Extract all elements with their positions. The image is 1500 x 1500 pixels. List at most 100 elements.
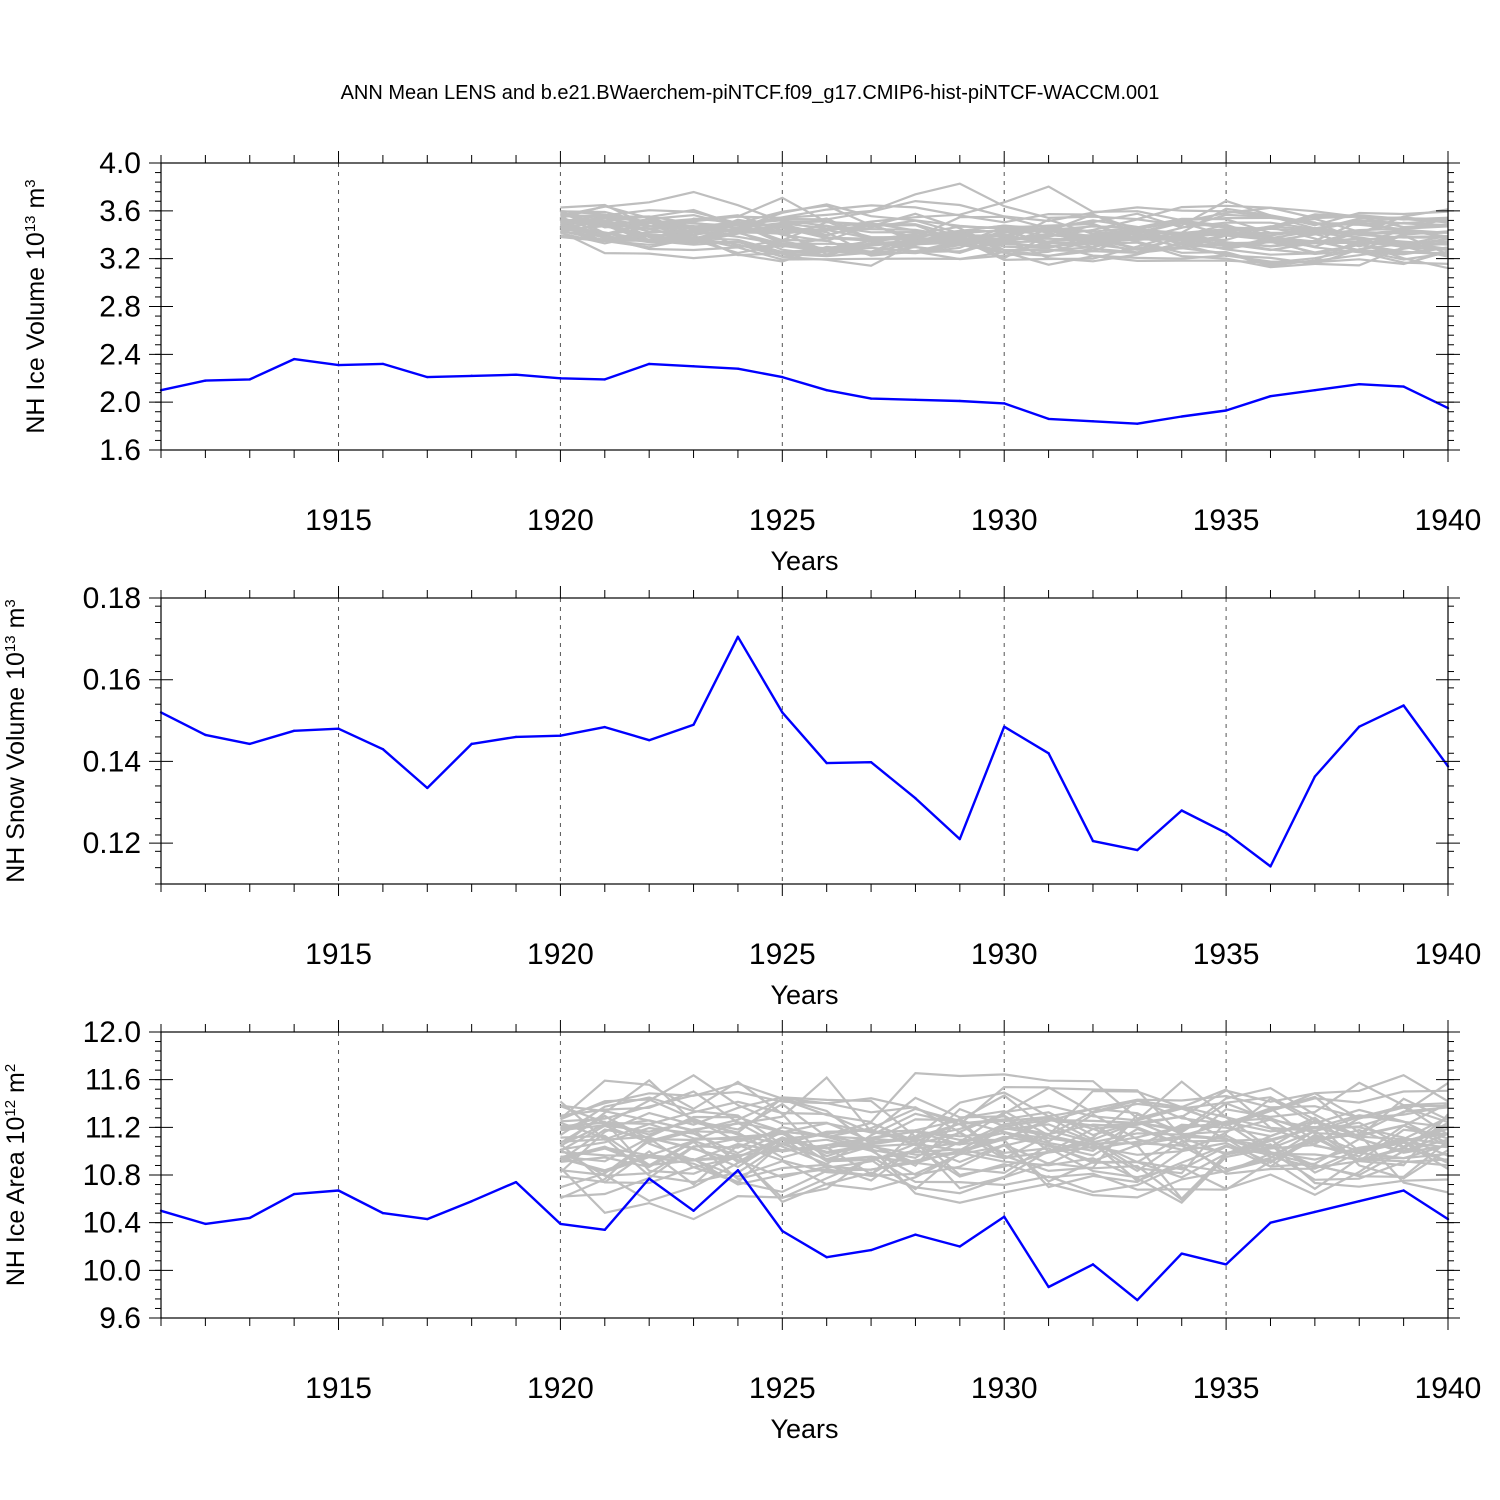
ensemble-member-line bbox=[560, 1073, 1448, 1160]
series-point bbox=[1313, 1210, 1317, 1214]
x-tick-label: 1925 bbox=[749, 938, 816, 971]
series-point bbox=[692, 723, 695, 726]
series-point bbox=[1180, 1252, 1183, 1255]
y-axis-label-superscript: 3 bbox=[22, 179, 39, 187]
series-point bbox=[1003, 1215, 1006, 1218]
series-point bbox=[337, 727, 340, 730]
ensemble-member-line bbox=[560, 1081, 1448, 1179]
series-point bbox=[781, 1229, 784, 1233]
series-point bbox=[1180, 809, 1183, 812]
y-tick-label: 2.8 bbox=[99, 291, 141, 324]
x-tick-label: 1915 bbox=[305, 1372, 372, 1405]
figure-title: ANN Mean LENS and b.e21.BWaerchem-piNTCF… bbox=[341, 82, 1160, 104]
series-point bbox=[736, 367, 740, 370]
series-point bbox=[381, 747, 385, 751]
series-point bbox=[1269, 1221, 1272, 1224]
ensemble-member-line bbox=[560, 215, 1448, 252]
ensemble-member-line bbox=[560, 1113, 1448, 1191]
ensemble-member-line bbox=[559, 1089, 1448, 1146]
ensemble-member-line bbox=[560, 216, 1448, 253]
ensemble-member-line bbox=[560, 224, 1448, 270]
y-axis-label-superscript: 12 bbox=[2, 1100, 19, 1117]
ensemble-member-line bbox=[559, 1152, 1448, 1221]
y-tick-label: 0.14 bbox=[83, 745, 141, 778]
series-point bbox=[869, 761, 873, 764]
y-axis-label-part: NH Ice Volume 10 bbox=[22, 232, 50, 434]
series-point bbox=[1047, 1285, 1050, 1289]
y-tick-label: 9.6 bbox=[99, 1302, 141, 1335]
ensemble-member-line bbox=[560, 1090, 1448, 1177]
plot-frame bbox=[160, 597, 1449, 885]
y-tick-label: 11.2 bbox=[85, 1111, 141, 1144]
series-point bbox=[1358, 383, 1361, 386]
series-point bbox=[426, 375, 429, 379]
series-point bbox=[514, 1180, 518, 1184]
ensemble-member-line bbox=[560, 1135, 1448, 1194]
series-point bbox=[958, 837, 962, 841]
series-point bbox=[470, 374, 473, 378]
series-point bbox=[1358, 725, 1361, 728]
series-point bbox=[603, 1228, 606, 1232]
series-line bbox=[160, 357, 1449, 425]
series-point bbox=[1136, 848, 1139, 852]
series-point bbox=[1358, 1200, 1361, 1203]
series-point bbox=[1269, 394, 1272, 398]
y-axis-label-part: m bbox=[2, 608, 30, 636]
y-tick-label: 0.18 bbox=[83, 582, 141, 615]
series-point bbox=[958, 1245, 962, 1248]
x-tick-label: 1930 bbox=[971, 938, 1038, 971]
ensemble-group bbox=[559, 182, 1448, 270]
series-point bbox=[248, 1216, 251, 1220]
x-tick-label: 1935 bbox=[1193, 504, 1260, 537]
x-tick-label: 1935 bbox=[1193, 1372, 1260, 1405]
series-point bbox=[248, 378, 251, 381]
y-axis-label-part: NH Ice Area 10 bbox=[2, 1117, 30, 1287]
series-point bbox=[204, 733, 207, 737]
series-point bbox=[914, 797, 917, 800]
ensemble-member-line bbox=[559, 1114, 1448, 1204]
y-tick-label: 3.2 bbox=[99, 243, 141, 276]
x-tick-label: 1940 bbox=[1415, 504, 1482, 537]
y-axis-label-part: NH Snow Volume 10 bbox=[2, 652, 30, 883]
x-tick-label: 1925 bbox=[749, 1372, 816, 1405]
series-point bbox=[1224, 1263, 1228, 1266]
series-point bbox=[1180, 415, 1183, 418]
snow-volume-panel: 0.12 0.14 0.16 0.18 1915 1920 1925 1930 1935 1940… bbox=[2, 582, 1481, 1010]
series-point bbox=[337, 363, 340, 367]
series-point bbox=[248, 742, 251, 746]
series-point bbox=[1313, 775, 1317, 778]
series-point bbox=[781, 375, 784, 379]
series-point bbox=[292, 729, 296, 732]
x-tick-label: 1940 bbox=[1415, 1372, 1482, 1405]
x-axis-label: Years bbox=[770, 980, 838, 1010]
series-point bbox=[736, 635, 740, 639]
series-point bbox=[914, 1233, 917, 1236]
ice-area-panel: 9.6 10.0 10.4 10.8 11.2 11.6 12.0 1915 1920 1925 1… bbox=[2, 1016, 1481, 1444]
ensemble-member-line bbox=[560, 1097, 1448, 1176]
ensemble-member-line bbox=[560, 211, 1448, 261]
series-point bbox=[1047, 417, 1050, 421]
series-point bbox=[1047, 752, 1050, 755]
series-point bbox=[1003, 402, 1006, 405]
series-point bbox=[958, 399, 962, 403]
series-point bbox=[559, 734, 562, 737]
series-point bbox=[1224, 409, 1228, 412]
y-tick-label: 10.4 bbox=[83, 1207, 141, 1240]
series-point bbox=[381, 1211, 385, 1215]
y-axis-label-superscript: 13 bbox=[2, 635, 19, 652]
series-point bbox=[559, 1222, 562, 1226]
series-point bbox=[647, 362, 651, 366]
ensemble-member-line bbox=[559, 1074, 1448, 1178]
series-point bbox=[692, 1209, 695, 1212]
series-point bbox=[292, 357, 296, 361]
y-axis-label-superscript: 13 bbox=[22, 215, 39, 232]
y-tick-label: 10.0 bbox=[83, 1254, 141, 1287]
ensemble-member-line bbox=[560, 1123, 1448, 1203]
y-tick-label: 4.0 bbox=[99, 147, 141, 180]
series-point bbox=[337, 1189, 340, 1192]
ice-volume-panel: 1.6 2.0 2.4 2.8 3.2 3.6 4.0 1915 1920 1925 1930 193… bbox=[22, 147, 1481, 576]
series-point bbox=[470, 742, 473, 746]
series-point bbox=[869, 397, 873, 400]
series-point bbox=[1091, 420, 1095, 423]
